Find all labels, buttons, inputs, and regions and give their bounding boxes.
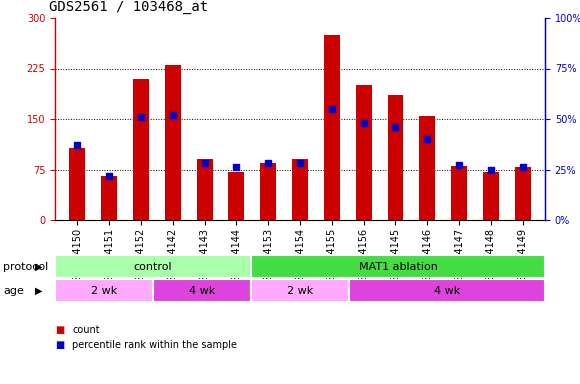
- Bar: [251, 255, 545, 278]
- Text: age: age: [3, 285, 24, 296]
- Text: 2 wk: 2 wk: [91, 285, 117, 296]
- Text: ▶: ▶: [35, 285, 42, 296]
- Bar: [356, 85, 372, 220]
- Bar: [55, 279, 153, 302]
- Point: [136, 114, 146, 120]
- Bar: [387, 96, 404, 220]
- Bar: [197, 159, 212, 220]
- Point: [391, 124, 400, 130]
- Point: [423, 136, 432, 142]
- Bar: [349, 279, 545, 302]
- Point: [200, 161, 209, 167]
- Bar: [515, 167, 531, 220]
- Point: [486, 166, 495, 172]
- Bar: [292, 159, 308, 220]
- Text: ▶: ▶: [35, 262, 42, 271]
- Text: 4 wk: 4 wk: [434, 285, 460, 296]
- Text: 2 wk: 2 wk: [287, 285, 313, 296]
- Bar: [165, 65, 181, 220]
- Bar: [153, 279, 251, 302]
- Text: control: control: [133, 262, 172, 271]
- Bar: [451, 166, 467, 220]
- Bar: [324, 35, 340, 220]
- Point: [327, 106, 336, 112]
- Point: [359, 120, 368, 126]
- Text: count: count: [72, 325, 100, 335]
- Bar: [260, 163, 276, 220]
- Text: GDS2561 / 103468_at: GDS2561 / 103468_at: [49, 0, 208, 14]
- Bar: [483, 172, 499, 220]
- Bar: [70, 148, 85, 220]
- Point: [232, 164, 241, 170]
- Point: [263, 161, 273, 167]
- Text: MAT1 ablation: MAT1 ablation: [358, 262, 437, 271]
- Point: [295, 161, 305, 167]
- Bar: [251, 279, 349, 302]
- Bar: [55, 255, 251, 278]
- Bar: [133, 79, 149, 220]
- Point: [518, 164, 527, 170]
- Point: [455, 162, 464, 169]
- Text: 4 wk: 4 wk: [189, 285, 215, 296]
- Point: [72, 142, 82, 148]
- Text: ■: ■: [55, 340, 64, 350]
- Bar: [101, 176, 117, 220]
- Text: protocol: protocol: [3, 262, 48, 271]
- Bar: [419, 116, 435, 220]
- Point: [104, 172, 114, 179]
- Point: [168, 112, 177, 118]
- Bar: [229, 172, 244, 220]
- Text: percentile rank within the sample: percentile rank within the sample: [72, 340, 237, 350]
- Text: ■: ■: [55, 325, 64, 335]
